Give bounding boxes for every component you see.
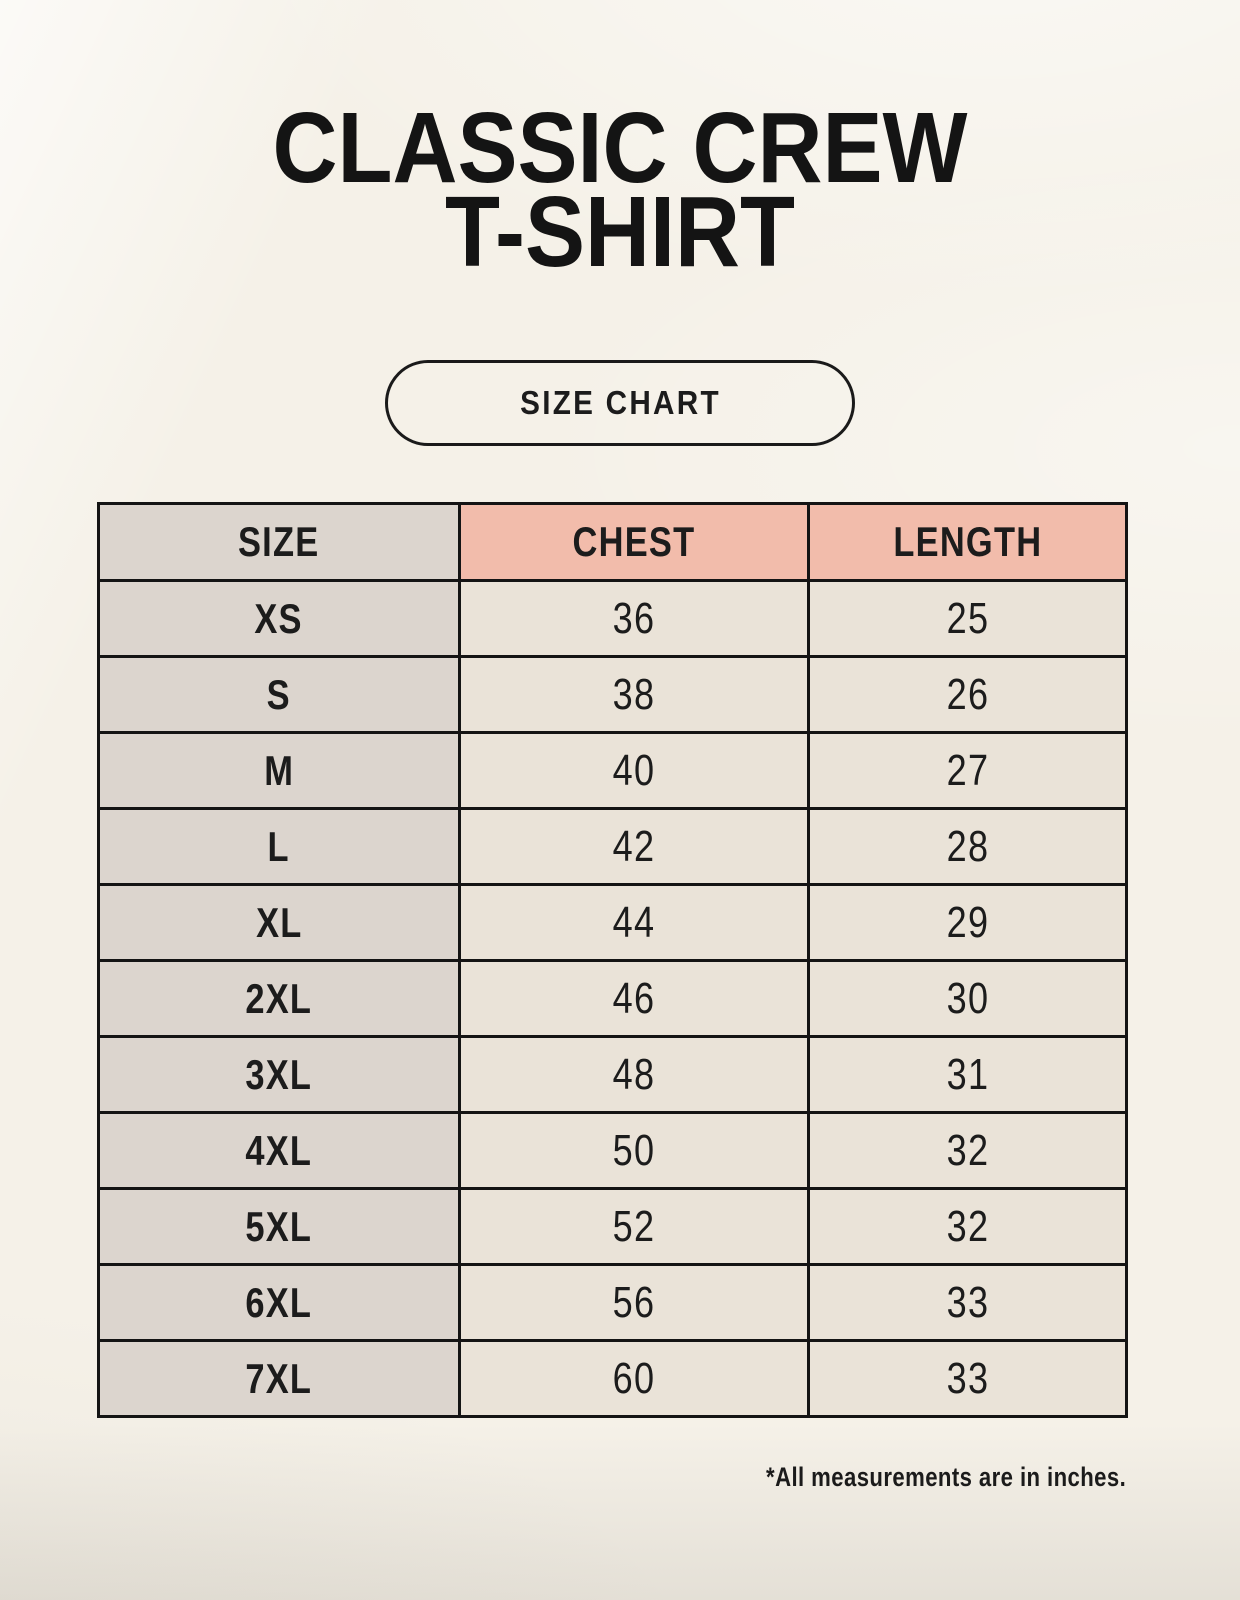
cell-value: 31	[946, 1049, 989, 1099]
length-cell: 27	[807, 731, 1128, 810]
length-cell: 30	[807, 959, 1128, 1038]
size-cell: 3XL	[97, 1035, 461, 1114]
length-cell: 29	[807, 883, 1128, 962]
table-row-3xl: 3XL 48 31	[97, 1035, 1128, 1114]
measurements-footnote: *All measurements are in inches.	[765, 1462, 1126, 1492]
cell-value: 32	[946, 1201, 989, 1251]
length-cell: 26	[807, 655, 1128, 734]
table-row-m: M 40 27	[97, 731, 1128, 810]
chest-cell: 42	[458, 807, 810, 886]
cell-value: 42	[612, 821, 656, 871]
size-cell: 6XL	[97, 1263, 461, 1342]
table-row-s: S 38 26	[97, 655, 1128, 734]
chest-cell: 56	[458, 1263, 810, 1342]
size-cell: L	[97, 807, 461, 886]
size-chart-badge-label: SIZE CHART	[519, 384, 721, 421]
chest-cell: 36	[458, 579, 810, 658]
table-row-4xl: 4XL 50 32	[97, 1111, 1128, 1190]
column-header-size: SIZE	[97, 502, 461, 582]
cell-value: 33	[946, 1353, 989, 1403]
table-row-7xl: 7XL 60 33	[97, 1339, 1128, 1418]
column-header-length: LENGTH	[807, 502, 1128, 582]
column-header-chest: CHEST	[458, 502, 810, 582]
cell-value: 30	[946, 973, 989, 1023]
chest-cell: 52	[458, 1187, 810, 1266]
table-row-xl: XL 44 29	[97, 883, 1128, 962]
cell-value: XL	[255, 898, 303, 946]
cell-value: L	[267, 822, 291, 870]
cell-value: 46	[612, 973, 656, 1023]
cell-value: XS	[254, 594, 304, 642]
cell-value: 52	[612, 1201, 656, 1251]
cell-value: 38	[612, 669, 656, 719]
cell-value: 3XL	[245, 1050, 313, 1098]
column-header-label: SIZE	[238, 518, 320, 565]
size-cell: XS	[97, 579, 461, 658]
column-header-label: LENGTH	[893, 518, 1042, 565]
cell-value: 26	[946, 669, 989, 719]
title-line-2: T-SHIRT	[445, 176, 795, 288]
table-head: SIZE CHEST LENGTH	[97, 502, 1128, 582]
chest-cell: 38	[458, 655, 810, 734]
cell-value: 4XL	[245, 1126, 313, 1174]
cell-value: 5XL	[245, 1202, 313, 1250]
cell-value: 50	[612, 1125, 656, 1175]
cell-value: 27	[946, 745, 989, 795]
length-cell: 25	[807, 579, 1128, 658]
cell-value: 36	[612, 593, 656, 643]
cell-value: S	[266, 670, 292, 718]
chest-cell: 60	[458, 1339, 810, 1418]
cell-value: M	[264, 746, 294, 794]
length-cell: 32	[807, 1187, 1128, 1266]
cell-value: 7XL	[245, 1354, 313, 1402]
chest-cell: 50	[458, 1111, 810, 1190]
size-cell: S	[97, 655, 461, 734]
table-row-2xl: 2XL 46 30	[97, 959, 1128, 1038]
length-cell: 33	[807, 1339, 1128, 1418]
length-cell: 28	[807, 807, 1128, 886]
cell-value: 32	[946, 1125, 989, 1175]
chest-cell: 46	[458, 959, 810, 1038]
column-header-label: CHEST	[572, 518, 696, 565]
size-cell: 2XL	[97, 959, 461, 1038]
length-cell: 32	[807, 1111, 1128, 1190]
cell-value: 44	[612, 897, 656, 947]
table-header-row: SIZE CHEST LENGTH	[97, 502, 1128, 582]
chest-cell: 48	[458, 1035, 810, 1114]
chest-cell: 40	[458, 731, 810, 810]
chest-cell: 44	[458, 883, 810, 962]
cell-value: 25	[946, 593, 989, 643]
cell-value: 29	[946, 897, 989, 947]
cell-value: 40	[612, 745, 656, 795]
size-cell: 5XL	[97, 1187, 461, 1266]
size-cell: 7XL	[97, 1339, 461, 1418]
table-row-5xl: 5XL 52 32	[97, 1187, 1128, 1266]
cell-value: 60	[612, 1353, 656, 1403]
table-row-6xl: 6XL 56 33	[97, 1263, 1128, 1342]
cell-value: 33	[946, 1277, 989, 1327]
length-cell: 33	[807, 1263, 1128, 1342]
cell-value: 48	[612, 1049, 656, 1099]
table-row-xs: XS 36 25	[97, 579, 1128, 658]
table-body: XS 36 25 S 38 26 M 40 27 L 42 28 XL 44 29 2XL 46 30 3XL 48 3…	[97, 579, 1128, 1418]
table-row-l: L 42 28	[97, 807, 1128, 886]
title-line-1: CLASSIC CREW	[272, 92, 968, 204]
size-chart-badge: SIZE CHART	[385, 360, 855, 446]
cell-value: 6XL	[245, 1278, 313, 1326]
size-cell: XL	[97, 883, 461, 962]
size-cell: 4XL	[97, 1111, 461, 1190]
cell-value: 28	[946, 821, 989, 871]
size-cell: M	[97, 731, 461, 810]
cell-value: 2XL	[245, 974, 313, 1022]
size-chart-table: SIZE CHEST LENGTH XS 36 25 S 38 26 M 40 27 L 42 28 XL 4…	[97, 502, 1128, 1418]
length-cell: 31	[807, 1035, 1128, 1114]
page-title: CLASSIC CREW T-SHIRT	[62, 92, 1178, 288]
cell-value: 56	[612, 1277, 656, 1327]
